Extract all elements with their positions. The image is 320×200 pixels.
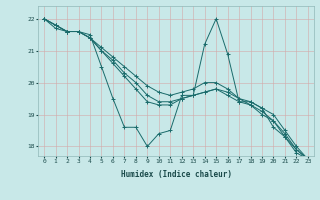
X-axis label: Humidex (Indice chaleur): Humidex (Indice chaleur) — [121, 170, 231, 179]
